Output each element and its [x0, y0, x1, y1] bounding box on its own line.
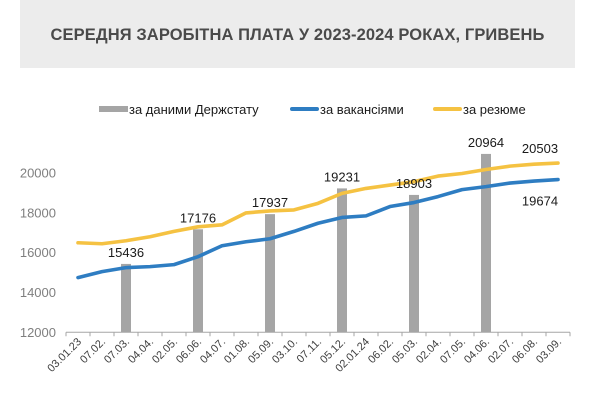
x-tick-label: 06.08.: [510, 336, 540, 366]
legend-item-resume: за резюме: [433, 99, 526, 119]
bar-value-label: 20964: [468, 135, 504, 150]
x-tick-label: 02.04.: [414, 336, 444, 366]
data-labels: 15436 17176 17937 19231 18903 20964 19674 20503: [108, 135, 558, 260]
bar-value-label: 19231: [324, 169, 360, 184]
x-tick-label: 01.08.: [222, 336, 252, 366]
y-axis: 12000 14000 16000 18000 20000: [20, 166, 56, 340]
end-label-resume: 20503: [522, 141, 558, 156]
x-axis: 03.01.2307.02.07.03.04.04.02.05.06.06.04…: [45, 331, 571, 375]
x-tick-label: 03.01.23: [45, 336, 84, 375]
y-tick-label: 18000: [20, 205, 56, 220]
x-tick-label: 04.06.: [462, 336, 492, 366]
bar-derzhstat: [409, 194, 419, 333]
y-tick-label: 12000: [20, 325, 56, 340]
bar-value-label: 15436: [108, 245, 144, 260]
bar-derzhstat: [265, 214, 275, 333]
chart-title-banner: СЕРЕДНЯ ЗАРОБІТНА ПЛАТА У 2023-2024 РОКА…: [20, 0, 575, 68]
bar-derzhstat: [121, 263, 131, 333]
x-tick-label: 07.03.: [102, 336, 132, 366]
x-tick-label: 02.05.: [150, 336, 180, 366]
x-tick-label: 04.04.: [126, 336, 156, 366]
legend-label-vacancies: за вакансіями: [320, 101, 404, 117]
bar-value-label: 17937: [252, 195, 288, 210]
x-tick-label: 05.09.: [246, 336, 276, 366]
y-tick-label: 16000: [20, 245, 56, 260]
chart-title: СЕРЕДНЯ ЗАРОБІТНА ПЛАТА У 2023-2024 РОКА…: [50, 25, 545, 44]
bar-series-derzhstat: [121, 153, 491, 333]
x-tick-label: 03.10.: [270, 336, 300, 366]
bar-value-label: 18903: [396, 176, 432, 191]
chart-legend: за даними Держстату за вакансіями за рез…: [0, 99, 600, 119]
legend-label-resume: за резюме: [463, 101, 526, 117]
x-tick-label: 06.02.: [366, 336, 396, 366]
x-tick-label: 05.03.: [390, 336, 420, 366]
x-tick-label: 07.11.: [295, 336, 325, 366]
x-tick-label: 02.07.: [486, 336, 516, 366]
y-tick-label: 14000: [20, 285, 56, 300]
y-tick-label: 20000: [20, 166, 56, 181]
line-vacancies: [76, 177, 560, 280]
bar-value-label: 17176: [180, 210, 216, 225]
line-series: [76, 161, 560, 280]
x-tick-label: 04.07.: [198, 336, 228, 366]
legend-line-swatch-icon: [290, 107, 319, 111]
x-tick-label: 07.02.: [78, 336, 108, 366]
legend-item-derzhstat: за даними Держстату: [99, 99, 259, 119]
line-resume: [76, 161, 560, 246]
legend-bar-swatch-icon: [99, 106, 128, 112]
legend-line-swatch-icon: [433, 107, 462, 111]
x-tick-label: 03.09.: [534, 336, 564, 366]
legend-label-derzhstat: за даними Держстату: [129, 101, 259, 117]
x-tick-label: 07.05.: [438, 336, 468, 366]
bar-derzhstat: [481, 153, 491, 333]
end-label-vacancies: 19674: [522, 194, 558, 209]
x-tick-label: 06.06.: [174, 336, 204, 366]
bar-derzhstat: [337, 188, 347, 333]
legend-item-vacancies: за вакансіями: [290, 99, 404, 119]
bar-derzhstat: [193, 229, 203, 333]
